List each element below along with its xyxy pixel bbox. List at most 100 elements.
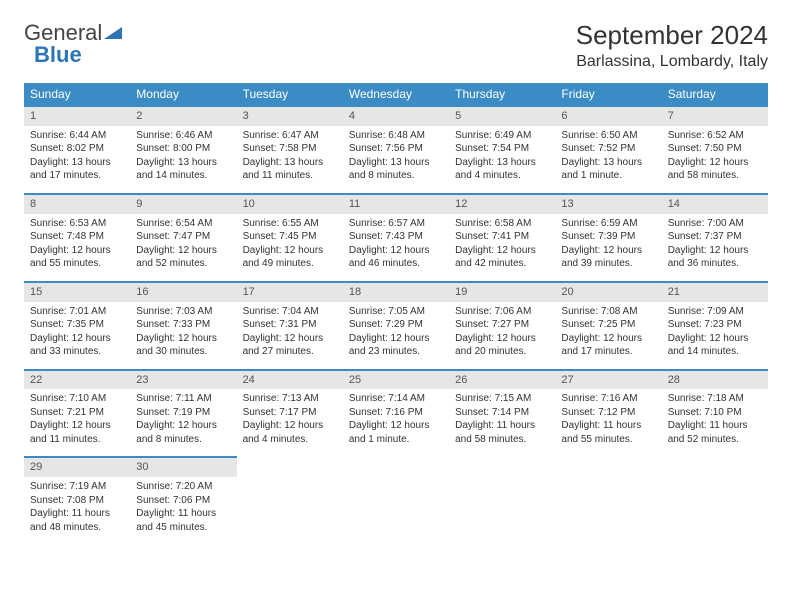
day-number-cell: 7 <box>662 106 768 126</box>
week-content-row: Sunrise: 6:44 AMSunset: 8:02 PM Daylight:… <box>24 126 768 194</box>
day-content-cell: Sunrise: 6:54 AMSunset: 7:47 PMDaylight:… <box>130 214 236 282</box>
day-number-cell <box>343 457 449 477</box>
day-number-cell: 1 <box>24 106 130 126</box>
day-content-cell: Sunrise: 6:57 AMSunset: 7:43 PMDaylight:… <box>343 214 449 282</box>
day-number-cell: 26 <box>449 370 555 390</box>
day-content-cell: Sunrise: 7:08 AMSunset: 7:25 PMDaylight:… <box>555 302 661 370</box>
daylight-text: Daylight: 12 hours and 4 minutes. <box>243 419 337 446</box>
day-number-cell: 11 <box>343 194 449 214</box>
day-content-cell: Sunrise: 7:01 AMSunset: 7:35 PMDaylight:… <box>24 302 130 370</box>
day-number-cell: 3 <box>237 106 343 126</box>
sunrise-text: Sunrise: 7:19 AM <box>30 480 124 494</box>
location: Barlassina, Lombardy, Italy <box>576 53 768 71</box>
daylight-text: Daylight: 11 hours and 45 minutes. <box>136 507 230 534</box>
dayhead-wed: Wednesday <box>343 83 449 106</box>
sunset-text: Sunset: 7:52 PM <box>561 142 655 156</box>
daylight-text: Daylight: 12 hours and 33 minutes. <box>30 332 124 359</box>
day-content-cell: Sunrise: 7:03 AMSunset: 7:33 PMDaylight:… <box>130 302 236 370</box>
week-content-row: Sunrise: 7:10 AMSunset: 7:21 PMDaylight:… <box>24 389 768 457</box>
day-content-cell: Sunrise: 6:49 AMSunset: 7:54 PMDaylight:… <box>449 126 555 194</box>
sunset-text: Sunset: 7:08 PM <box>30 494 124 508</box>
day-number-cell: 4 <box>343 106 449 126</box>
day-number-cell: 16 <box>130 282 236 302</box>
sunrise-text: Sunrise: 6:55 AM <box>243 217 337 231</box>
day-content-cell <box>449 477 555 544</box>
day-content-cell: Sunrise: 7:10 AMSunset: 7:21 PMDaylight:… <box>24 389 130 457</box>
sunset-text: Sunset: 7:43 PM <box>349 230 443 244</box>
sunset-text: Sunset: 7:54 PM <box>455 142 549 156</box>
day-content-cell: Sunrise: 7:20 AMSunset: 7:06 PMDaylight:… <box>130 477 236 544</box>
sunset-text: Sunset: 7:37 PM <box>668 230 762 244</box>
dayhead-sun: Sunday <box>24 83 130 106</box>
sunset-text: Sunset: 8:02 PM <box>30 142 124 156</box>
day-content-cell: Sunrise: 7:05 AMSunset: 7:29 PMDaylight:… <box>343 302 449 370</box>
sunrise-text: Sunrise: 7:20 AM <box>136 480 230 494</box>
daylight-text: Daylight: 12 hours and 42 minutes. <box>455 244 549 271</box>
day-content-cell: Sunrise: 7:04 AMSunset: 7:31 PMDaylight:… <box>237 302 343 370</box>
sunrise-text: Sunrise: 6:44 AM <box>30 129 124 143</box>
week-daynum-row: 22232425262728 <box>24 370 768 390</box>
day-number-cell: 13 <box>555 194 661 214</box>
day-number-cell: 6 <box>555 106 661 126</box>
sunset-text: Sunset: 7:45 PM <box>243 230 337 244</box>
sunset-text: Sunset: 7:25 PM <box>561 318 655 332</box>
day-header-row: Sunday Monday Tuesday Wednesday Thursday… <box>24 83 768 106</box>
sunrise-text: Sunrise: 6:57 AM <box>349 217 443 231</box>
day-content-cell: Sunrise: 6:52 AMSunset: 7:50 PMDaylight:… <box>662 126 768 194</box>
daylight-text: Daylight: 11 hours and 58 minutes. <box>455 419 549 446</box>
day-number-cell: 17 <box>237 282 343 302</box>
day-number-cell: 21 <box>662 282 768 302</box>
daylight-text: Daylight: 12 hours and 52 minutes. <box>136 244 230 271</box>
day-number-cell: 15 <box>24 282 130 302</box>
daylight-text: Daylight: 12 hours and 17 minutes. <box>561 332 655 359</box>
month-title: September 2024 <box>576 20 768 51</box>
dayhead-fri: Friday <box>555 83 661 106</box>
day-content-cell: Sunrise: 6:48 AMSunset: 7:56 PMDaylight:… <box>343 126 449 194</box>
day-number-cell <box>449 457 555 477</box>
daylight-text: Daylight: 13 hours and 8 minutes. <box>349 156 443 183</box>
week-content-row: Sunrise: 6:53 AMSunset: 7:48 PMDaylight:… <box>24 214 768 282</box>
dayhead-tue: Tuesday <box>237 83 343 106</box>
week-content-row: Sunrise: 7:19 AMSunset: 7:08 PM Daylight:… <box>24 477 768 544</box>
day-content-cell: Sunrise: 6:47 AMSunset: 7:58 PMDaylight:… <box>237 126 343 194</box>
sunset-text: Sunset: 7:19 PM <box>136 406 230 420</box>
sunset-text: Sunset: 7:50 PM <box>668 142 762 156</box>
day-content-cell: Sunrise: 6:53 AMSunset: 7:48 PMDaylight:… <box>24 214 130 282</box>
day-number-cell <box>662 457 768 477</box>
day-number-cell: 30 <box>130 457 236 477</box>
day-content-cell: Sunrise: 7:18 AMSunset: 7:10 PMDaylight:… <box>662 389 768 457</box>
sunset-text: Sunset: 7:06 PM <box>136 494 230 508</box>
sunrise-text: Sunrise: 7:10 AM <box>30 392 124 406</box>
day-number-cell: 12 <box>449 194 555 214</box>
daylight-text: Daylight: 12 hours and 20 minutes. <box>455 332 549 359</box>
sunrise-text: Sunrise: 6:49 AM <box>455 129 549 143</box>
sunrise-text: Sunrise: 7:14 AM <box>349 392 443 406</box>
daylight-text: Daylight: 12 hours and 39 minutes. <box>561 244 655 271</box>
day-number-cell: 18 <box>343 282 449 302</box>
day-number-cell: 14 <box>662 194 768 214</box>
day-content-cell <box>662 477 768 544</box>
day-content-cell <box>555 477 661 544</box>
sunrise-text: Sunrise: 7:04 AM <box>243 305 337 319</box>
daylight-text: Daylight: 12 hours and 27 minutes. <box>243 332 337 359</box>
day-number-cell <box>555 457 661 477</box>
daylight-text: Daylight: 13 hours and 1 minute. <box>561 156 655 183</box>
daylight-text: Daylight: 12 hours and 23 minutes. <box>349 332 443 359</box>
calendar-table: Sunday Monday Tuesday Wednesday Thursday… <box>24 83 768 544</box>
daylight-text: Daylight: 13 hours and 14 minutes. <box>136 156 230 183</box>
sunset-text: Sunset: 7:47 PM <box>136 230 230 244</box>
dayhead-thu: Thursday <box>449 83 555 106</box>
sunrise-text: Sunrise: 6:48 AM <box>349 129 443 143</box>
day-content-cell: Sunrise: 7:11 AMSunset: 7:19 PMDaylight:… <box>130 389 236 457</box>
day-content-cell <box>343 477 449 544</box>
week-daynum-row: 2930 <box>24 457 768 477</box>
sunrise-text: Sunrise: 6:54 AM <box>136 217 230 231</box>
day-content-cell: Sunrise: 6:59 AMSunset: 7:39 PMDaylight:… <box>555 214 661 282</box>
daylight-text: Daylight: 12 hours and 49 minutes. <box>243 244 337 271</box>
sunset-text: Sunset: 7:56 PM <box>349 142 443 156</box>
sunrise-text: Sunrise: 7:05 AM <box>349 305 443 319</box>
logo-triangle-icon <box>104 25 124 41</box>
day-number-cell: 8 <box>24 194 130 214</box>
sunrise-text: Sunrise: 7:01 AM <box>30 305 124 319</box>
daylight-text: Daylight: 12 hours and 55 minutes. <box>30 244 124 271</box>
